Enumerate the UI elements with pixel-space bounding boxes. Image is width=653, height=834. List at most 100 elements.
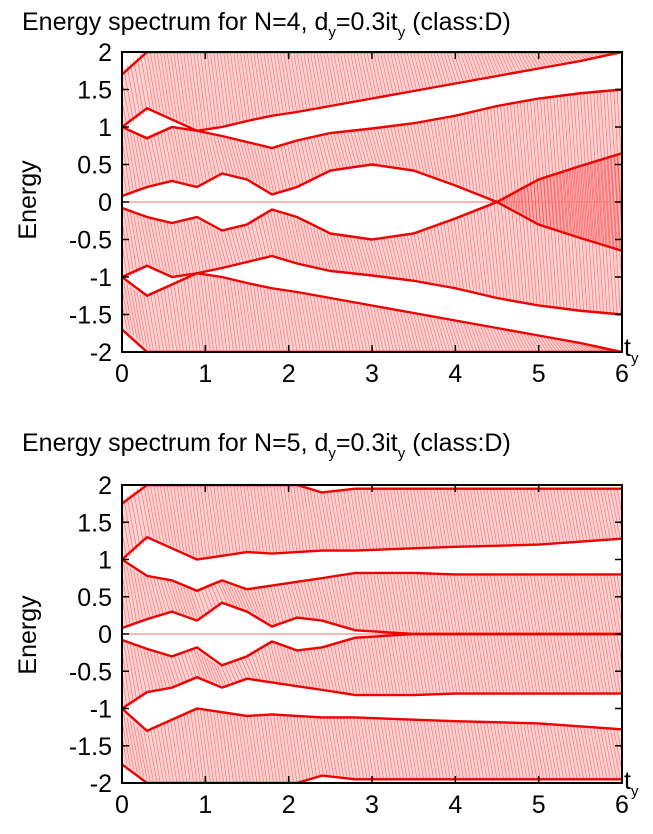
hatch-line: [363, 52, 375, 100]
hatch-line: [406, 233, 418, 281]
hatch-line: [289, 582, 301, 619]
hatch-line: [413, 488, 425, 549]
hatch-line: [476, 633, 488, 694]
hatch-line: [346, 301, 358, 352]
hatch-line: [346, 130, 358, 168]
hatch-line: [166, 284, 178, 352]
hatch-line: [276, 212, 288, 260]
hatch-line: [336, 717, 348, 778]
hatch-line: [536, 574, 548, 635]
hatch-line: [519, 574, 531, 635]
hatch-line: [563, 725, 575, 780]
hatch-line: [176, 584, 188, 616]
x-tick-label: 0: [115, 360, 129, 388]
hatch-line: [383, 718, 395, 780]
hatch-line: [203, 274, 215, 352]
hatch-line: [456, 633, 468, 694]
hatch-line: [466, 52, 478, 81]
hatch-line: [323, 491, 335, 551]
hatch-line: [576, 633, 588, 694]
hatch-line: [326, 52, 338, 106]
hatch-line: [433, 52, 445, 87]
hatch-line: [299, 487, 311, 552]
hatch-line: [259, 213, 271, 258]
hatch-line: [506, 574, 518, 635]
hatch-line: [369, 127, 381, 166]
hatch-line: [256, 145, 268, 189]
hatch-line: [426, 573, 438, 635]
hatch-line: [259, 286, 271, 352]
hatch-line: [493, 574, 505, 635]
hatch-line: [466, 721, 478, 780]
hatch-line: [483, 721, 495, 780]
hatch-line: [609, 90, 621, 249]
hatch-line: [586, 162, 598, 312]
hatch-line: [276, 583, 288, 624]
hatch-line: [553, 724, 565, 780]
hatch-line: [506, 52, 518, 74]
hatch-line: [299, 716, 311, 781]
hatch-line: [520, 332, 531, 352]
hatch-line: [490, 327, 501, 352]
hatch-line: [436, 720, 448, 780]
hatch-line: [443, 52, 455, 85]
hatch-line: [336, 131, 348, 169]
hatch-line: [459, 574, 471, 635]
x-tick-label: 2: [282, 360, 296, 388]
hatch-line: [366, 488, 378, 550]
hatch-line: [496, 52, 508, 76]
hatch-line: [579, 488, 591, 542]
hatch-line: [463, 322, 474, 352]
hatch-line: [186, 588, 198, 619]
hatch-line: [449, 574, 461, 635]
y-axis-label-2: Energy: [14, 595, 42, 675]
hatch-line: [249, 143, 261, 185]
hatch-line: [353, 488, 365, 551]
band-hatching-3: [122, 273, 622, 352]
hatch-line: [326, 491, 338, 551]
hatch-line: [349, 637, 361, 696]
hatch-line: [593, 91, 605, 244]
hatch-line: [476, 488, 488, 547]
hatch-line: [189, 709, 201, 783]
hatch-line: [616, 633, 622, 666]
hatch-line: [403, 52, 415, 92]
hatch-line: [323, 232, 335, 271]
hatch-line: [129, 62, 141, 118]
hatch-line: [479, 108, 491, 198]
hatch-line: [279, 583, 291, 622]
hatch-line: [203, 223, 215, 271]
hatch-line: [500, 329, 511, 352]
chart-title-1: Energy spectrum for N=4, dy=0.3ity (clas…: [22, 8, 511, 41]
hatch-line: [416, 230, 428, 283]
hatch-line: [476, 721, 488, 780]
hatch-line: [363, 488, 375, 551]
hatch-line: [339, 235, 351, 273]
hatch-line: [213, 581, 224, 606]
hatch-line: [156, 578, 168, 615]
hatch-line: [533, 179, 545, 306]
hatch-line: [143, 730, 155, 783]
hatch-line: [519, 488, 531, 546]
hatch-line: [436, 118, 448, 181]
hatch-line: [549, 633, 561, 694]
hatch-line: [503, 195, 515, 301]
hatch-line: [366, 636, 378, 696]
hatch-line: [389, 635, 401, 696]
hatch-line: [213, 485, 225, 557]
hatch-line: [183, 218, 195, 275]
hatch-line: [243, 715, 255, 783]
hatch-line: [419, 121, 431, 175]
hatch-line: [126, 565, 138, 625]
hatch-line: [346, 236, 358, 274]
hatch-line: [159, 722, 171, 783]
hatch-line: [373, 127, 385, 166]
hatch-line: [353, 572, 365, 631]
hatch-line: [463, 213, 475, 292]
hatch-line: [546, 724, 558, 780]
hatch-line: [189, 52, 201, 131]
hatch-line: [353, 717, 365, 780]
hatch-line: [523, 723, 535, 780]
hatch-line: [389, 572, 401, 633]
hatch-line: [393, 488, 405, 549]
